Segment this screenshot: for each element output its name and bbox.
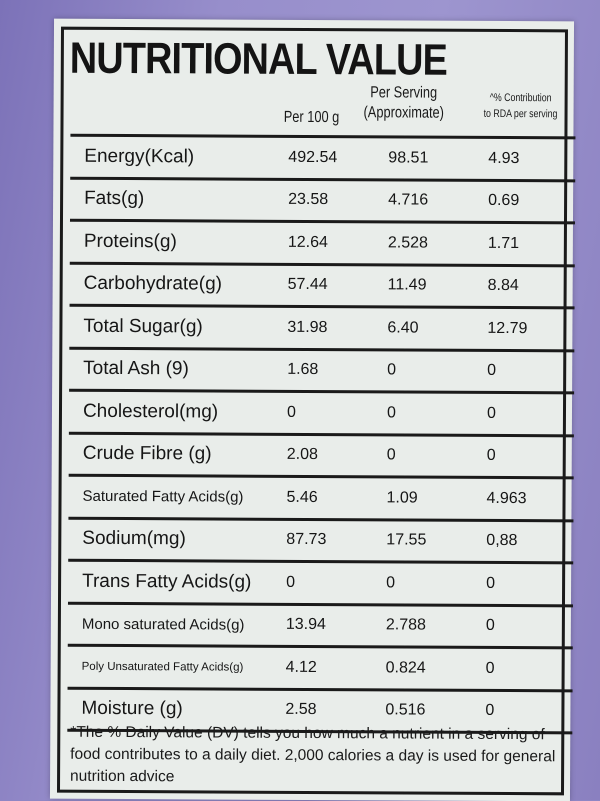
per-100g-value: 0 xyxy=(286,403,296,421)
column-header-rda: ^% Contribution to RDA per serving xyxy=(477,90,565,122)
nutrient-name: Energy(Kcal) xyxy=(84,145,195,168)
per-100g-value: 87.73 xyxy=(286,531,327,549)
per-serving-value: 0 xyxy=(386,446,396,464)
table-row: Proteins(g) 12.64 2.528 1.71 xyxy=(69,221,575,267)
nutrient-name: Carbohydrate(g) xyxy=(83,273,223,295)
column-header-per-serving: Per Serving (Approximate) xyxy=(364,83,444,123)
table-row: Total Ash (9) 1.68 0 0 xyxy=(69,349,575,395)
rda-value: 0 xyxy=(486,447,496,465)
table-row: Sodium(mg) 87.73 17.55 0,88 xyxy=(68,519,574,565)
per-serving-value: 98.51 xyxy=(388,149,429,167)
rda-value: 0.69 xyxy=(488,192,520,210)
nutrient-name: Sodium(mg) xyxy=(82,528,186,550)
rda-value: 8.84 xyxy=(487,277,519,295)
table-row: Cholesterol(mg) 0 0 0 xyxy=(68,391,575,437)
rda-value: 1.71 xyxy=(487,234,520,252)
table-row: Fats(g) 23.58 4.716 0.69 xyxy=(69,179,576,225)
per-100g-value: 57.44 xyxy=(287,276,328,294)
per-serving-value: 17.55 xyxy=(386,531,427,549)
per-serving-value: 4.716 xyxy=(388,191,429,209)
per-100g-value: 1.68 xyxy=(287,361,319,379)
table-row: Mono saturated Acids(g) 13.94 2.788 0 xyxy=(67,604,573,650)
per-100g-value: 31.98 xyxy=(287,318,328,336)
label-title: NUTRITIONAL VALUE xyxy=(69,33,448,85)
rda-value: 0 xyxy=(485,617,495,635)
label-frame: NUTRITIONAL VALUE Per 100 g Per Serving … xyxy=(56,26,576,796)
rda-value: 0 xyxy=(485,659,495,677)
per-100g-value: 4.12 xyxy=(285,658,317,676)
nutrient-name: Total Ash (9) xyxy=(83,358,189,380)
nutrient-name: Crude Fibre (g) xyxy=(82,443,212,465)
per-serving-value: 0.824 xyxy=(385,659,426,677)
column-header-per-serving-line2: (Approximate) xyxy=(363,104,444,122)
per-100g-value: 0 xyxy=(286,573,296,591)
table-row: Total Sugar(g) 31.98 6.40 12.79 xyxy=(69,306,575,352)
table-row: Poly Unsaturated Fatty Acids(g) 4.12 0.8… xyxy=(67,646,573,692)
footnote: *The % Daily Value (DV) tells you how mu… xyxy=(70,723,556,786)
per-serving-value: 6.40 xyxy=(387,319,419,337)
rda-value: 4.93 xyxy=(488,149,520,167)
nutrition-label: NUTRITIONAL VALUE Per 100 g Per Serving … xyxy=(49,18,576,801)
rda-value: 4.963 xyxy=(486,489,527,507)
rda-value: 0 xyxy=(486,404,496,422)
column-header-rda-line2: to RDA per serving xyxy=(483,107,558,121)
column-header-rda-line1: ^% Contribution xyxy=(489,91,552,105)
per-100g-value: 13.94 xyxy=(285,616,326,634)
nutrient-name: Cholesterol(mg) xyxy=(82,400,219,423)
per-100g-value: 2.08 xyxy=(286,446,318,464)
table-row: Saturated Fatty Acids(g) 5.46 1.09 4.963 xyxy=(68,476,574,522)
per-serving-value: 0 xyxy=(386,574,396,592)
nutrient-name: Mono saturated Acids(g) xyxy=(81,615,245,634)
per-serving-value: 0 xyxy=(386,404,396,422)
nutrient-name: Poly Unsaturated Fatty Acids(g) xyxy=(81,660,244,674)
per-100g-value: 23.58 xyxy=(288,191,329,209)
rda-value: 0 xyxy=(487,362,497,380)
nutrient-name: Fats(g) xyxy=(84,188,145,210)
per-serving-value: 0 xyxy=(387,361,397,379)
column-header-per-100g: Per 100 g xyxy=(283,108,340,127)
nutrient-name: Proteins(g) xyxy=(83,230,177,253)
table-row: Trans Fatty Acids(g) 0 0 0 xyxy=(67,561,574,607)
per-100g-value: 12.64 xyxy=(287,233,328,251)
table-row: Energy(Kcal) 492.54 98.51 4.93 xyxy=(70,136,576,182)
nutrient-name: Saturated Fatty Acids(g) xyxy=(82,488,244,506)
nutrient-name: Total Sugar(g) xyxy=(83,315,203,338)
per-100g-value: 5.46 xyxy=(286,488,318,506)
rda-value: 12.79 xyxy=(487,319,528,337)
per-serving-value: 2.788 xyxy=(385,616,426,634)
table-row: Crude Fibre (g) 2.08 0 0 xyxy=(68,434,574,480)
nutrition-table: Energy(Kcal) 492.54 98.51 4.93 Fats(g) 2… xyxy=(67,133,576,735)
per-serving-value: 2.528 xyxy=(387,234,428,252)
per-serving-value: 11.49 xyxy=(387,276,427,294)
rda-value: 0 xyxy=(486,574,496,592)
per-serving-value: 1.09 xyxy=(386,489,418,507)
nutrient-name: Trans Fatty Acids(g) xyxy=(82,570,252,593)
column-header-per-serving-line1: Per Serving xyxy=(370,84,438,102)
per-100g-value: 492.54 xyxy=(288,148,338,166)
rda-value: 0,88 xyxy=(486,532,518,550)
table-row: Carbohydrate(g) 57.44 11.49 8.84 xyxy=(69,264,575,310)
